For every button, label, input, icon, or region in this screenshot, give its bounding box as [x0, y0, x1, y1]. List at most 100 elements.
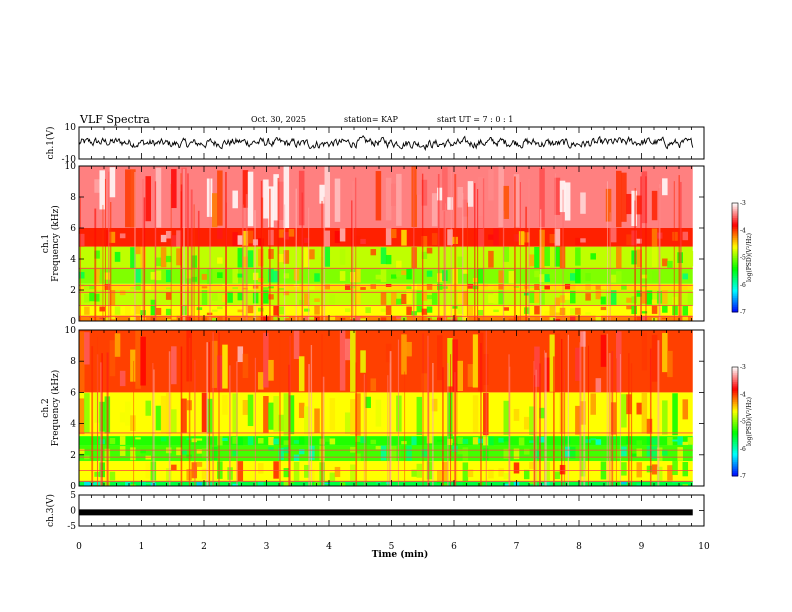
- speckle: [580, 192, 586, 214]
- sferic-streak: [554, 173, 556, 321]
- colorbar-tick-label: -7: [740, 309, 746, 316]
- colorbar-swatch: [732, 264, 738, 268]
- speckle: [99, 275, 105, 283]
- speckle: [667, 436, 673, 446]
- colorbar-swatch: [732, 308, 738, 311]
- speckle: [631, 250, 637, 265]
- speckle: [570, 308, 576, 315]
- sferic-streak: [134, 171, 136, 321]
- speckle: [605, 290, 612, 305]
- speckle: [258, 463, 264, 474]
- speckle: [99, 317, 105, 320]
- speckle: [518, 437, 525, 446]
- speckle: [171, 315, 177, 320]
- speckle: [196, 482, 203, 486]
- speckle: [457, 186, 463, 208]
- sferic-streak: [657, 340, 660, 486]
- speckle: [559, 180, 566, 213]
- colorbar-swatch: [732, 212, 738, 215]
- speckle: [125, 481, 131, 486]
- speckle: [380, 269, 387, 283]
- speckle: [94, 269, 100, 284]
- speckle: [247, 481, 254, 484]
- speckle: [160, 234, 167, 243]
- speckle: [268, 446, 274, 451]
- colorbar-swatch: [732, 374, 738, 377]
- speckle: [273, 438, 279, 445]
- speckle: [375, 445, 382, 450]
- colorbar-swatch: [732, 213, 738, 217]
- y-tick-label: 2: [70, 286, 76, 296]
- sferic-streak: [454, 174, 457, 321]
- colorbar-swatch: [732, 299, 738, 302]
- speckle: [498, 290, 504, 305]
- colorbar-swatch: [732, 302, 738, 306]
- speckle: [431, 316, 438, 320]
- speckle: [600, 285, 607, 290]
- speckle: [462, 447, 469, 461]
- x-tick-label: 0: [76, 542, 82, 552]
- speckle: [283, 481, 290, 486]
- speckle: [304, 464, 310, 478]
- speckle: [672, 481, 678, 484]
- speckle: [575, 247, 581, 266]
- colorbar-swatch: [732, 430, 738, 433]
- speckle: [258, 307, 264, 312]
- colorbar-swatch: [732, 242, 738, 246]
- speckle: [416, 436, 423, 446]
- colorbar-swatch: [732, 293, 738, 297]
- speckle: [263, 315, 269, 321]
- speckle: [554, 312, 561, 316]
- speckle: [150, 271, 157, 280]
- speckle: [324, 437, 331, 442]
- speckle: [140, 336, 146, 386]
- speckle: [442, 483, 448, 486]
- speckle: [411, 436, 417, 446]
- speckle: [641, 392, 648, 434]
- speckle: [130, 415, 136, 432]
- speckle: [554, 471, 561, 480]
- speckle: [258, 277, 264, 283]
- speckle: [263, 332, 269, 388]
- colorbar-swatch: [732, 412, 738, 415]
- speckle: [437, 335, 443, 381]
- speckle: [360, 318, 366, 321]
- speckle: [406, 290, 412, 305]
- speckle: [99, 290, 105, 302]
- speckle: [339, 228, 346, 242]
- sferic-streak: [562, 189, 564, 321]
- speckle: [580, 238, 586, 243]
- speckle: [447, 392, 453, 437]
- speckle: [196, 438, 203, 441]
- speckle: [145, 284, 152, 290]
- speckle: [396, 270, 402, 277]
- speckle: [457, 305, 463, 314]
- speckle: [237, 235, 244, 245]
- colorbar-swatch: [732, 206, 738, 209]
- speckle: [467, 283, 474, 289]
- speckle: [247, 250, 254, 268]
- speckle: [119, 233, 126, 239]
- speckle: [375, 399, 382, 427]
- speckle: [672, 439, 678, 442]
- speckle: [457, 449, 463, 455]
- speckle: [385, 254, 392, 265]
- speckle: [616, 246, 622, 269]
- speckle: [600, 296, 607, 305]
- speckle: [626, 234, 632, 246]
- speckle: [288, 228, 295, 237]
- speckle: [631, 296, 637, 304]
- speckle: [554, 297, 561, 306]
- speckle: [380, 445, 387, 461]
- colorbar-swatch: [732, 432, 738, 435]
- speckle: [165, 269, 172, 283]
- speckle: [493, 292, 499, 304]
- speckle: [370, 284, 377, 289]
- speckle: [390, 292, 397, 305]
- sferic-streak: [450, 354, 452, 486]
- speckle: [462, 269, 469, 274]
- speckle: [641, 285, 648, 288]
- colorbar-swatch: [732, 253, 738, 257]
- speckle: [600, 306, 607, 311]
- ch1-waveform-panel: 10 -10 ch.1(V): [45, 123, 705, 165]
